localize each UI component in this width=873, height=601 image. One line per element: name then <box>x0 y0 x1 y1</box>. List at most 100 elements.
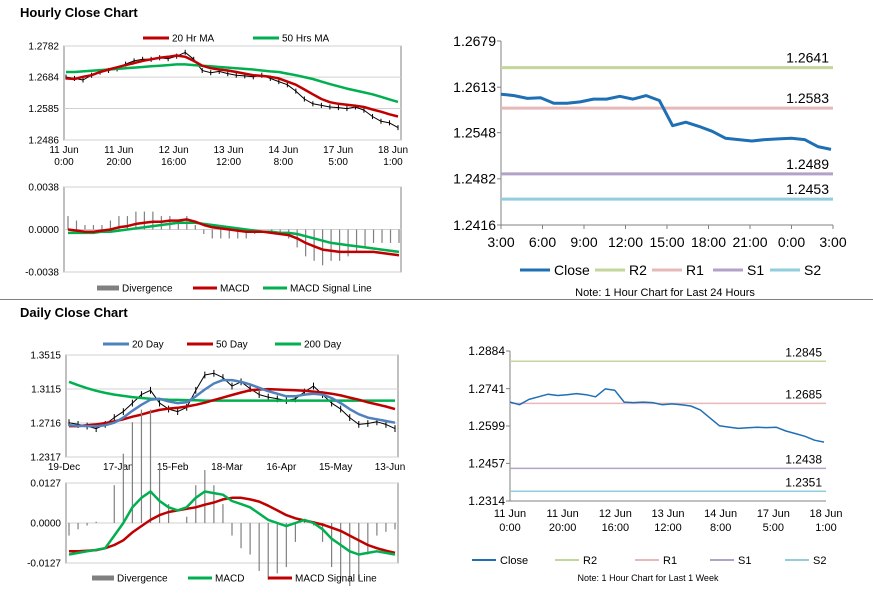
legend-label-divergence: Divergence <box>117 574 168 585</box>
hourly-price-y-tick-label: 1.2782 <box>28 42 59 53</box>
daily-price-x-tick-label: 13-Jun <box>375 462 406 473</box>
daily-levels-y-tick-label: 1.2457 <box>468 457 505 471</box>
daily-price-x-tick-label: 15-Feb <box>157 462 189 473</box>
section-divider <box>0 299 873 300</box>
daily-pivot-levels-chart: 1.2884 1.2741 1.2599 1.2457 1.2314 1.2845 1.26… <box>440 330 873 601</box>
legend-label-200-day: 200 Day <box>304 340 341 351</box>
legend-label-r2: R2 <box>583 555 597 567</box>
daily-levels-x-tick-label: 13 Jun <box>651 508 684 520</box>
legend-label-20-day: 20 Day <box>132 340 164 351</box>
hourly-price-x-tick-label: 12 Jun <box>159 145 189 156</box>
hourly-price-x-tick-label: 1:00 <box>383 157 403 168</box>
daily-levels-y-tick-label: 1.2741 <box>468 382 505 396</box>
daily-macd-y-tick-label: 0.0000 <box>30 519 61 530</box>
daily-levels-note: Note: 1 Hour Chart for Last 1 Week <box>578 573 719 583</box>
legend-label-s2: S2 <box>804 262 821 278</box>
hourly-levels-note: Note: 1 Hour Chart for Last 24 Hours <box>575 287 755 299</box>
daily-macd-chart: 0.0127 0.0000 -0.0127 Divergence MACD MACD Si… <box>0 474 440 601</box>
daily-levels-x-tick-label: 5:00 <box>763 522 784 534</box>
hourly-levels-x-tick-label: 18:00 <box>691 234 726 250</box>
legend-label-s2: S2 <box>813 555 826 567</box>
hourly-levels-close-line <box>501 94 831 149</box>
legend-label-macd: MACD <box>215 574 244 585</box>
daily-price-x-tick-label: 16-Apr <box>266 462 297 473</box>
daily-levels-y-tick-label: 1.2884 <box>468 344 505 358</box>
hourly-price-y-tick-label: 1.2684 <box>28 73 59 84</box>
hourly-levels-level-s1-label: 1.2489 <box>786 156 829 172</box>
legend-label-macd: MACD <box>220 284 249 295</box>
hourly-pivot-levels-chart: 1.2679 1.2613 1.2548 1.2482 1.2416 1.2641 1.25… <box>440 0 873 299</box>
legend-label-s1: S1 <box>738 555 751 567</box>
hourly-price-plot-area <box>64 46 401 140</box>
hourly-price-x-tick-label: 13 Jun <box>213 145 243 156</box>
daily-price-x-tick-label: 19-Dec <box>48 462 80 473</box>
legend-label-r1: R1 <box>663 555 677 567</box>
hourly-20hr-ma-line <box>66 56 398 117</box>
legend-label-close: Close <box>554 262 590 278</box>
daily-macd-y-tick-label: -0.0127 <box>27 559 61 570</box>
hourly-price-x-tick-label: 5:00 <box>328 157 348 168</box>
daily-levels-x-tick-label: 12:00 <box>654 522 682 534</box>
hourly-levels-x-tick-label: 0:00 <box>778 234 805 250</box>
daily-levels-close-line <box>510 389 824 442</box>
hourly-price-y-tick-label: 1.2585 <box>28 104 59 115</box>
legend-label-close: Close <box>500 555 528 567</box>
hourly-macd-chart: 0.0038 0.0000 -0.0038 Divergence MACD MACD Si… <box>0 178 440 298</box>
hourly-levels-y-tick-label: 1.2548 <box>453 125 496 141</box>
hourly-levels-y-tick-label: 1.2416 <box>453 217 496 233</box>
legend-label-divergence: Divergence <box>122 284 173 295</box>
hourly-macd-line <box>68 219 399 255</box>
hourly-levels-x-tick-label: 15:00 <box>649 234 684 250</box>
legend-label-macd-signal-line: MACD Signal Line <box>295 574 377 585</box>
daily-macd-y-tick-label: 0.0127 <box>30 479 61 490</box>
daily-levels-x-tick-label: 20:00 <box>549 522 577 534</box>
hourly-levels-x-tick-label: 3:00 <box>819 234 846 250</box>
hourly-price-x-tick-label: 17 Jun <box>323 145 353 156</box>
daily-price-y-tick-label: 1.3515 <box>30 351 61 362</box>
hourly-price-x-tick-label: 8:00 <box>274 157 294 168</box>
daily-levels-x-tick-label: 0:00 <box>499 522 520 534</box>
daily-price-plot-area <box>66 355 398 457</box>
daily-levels-level-r2-label: 1.2845 <box>785 345 822 359</box>
hourly-price-x-tick-label: 20:00 <box>106 157 131 168</box>
hourly-levels-y-tick-label: 1.2482 <box>453 171 496 187</box>
hourly-price-x-tick-label: 12:00 <box>216 157 241 168</box>
daily-levels-level-s1-label: 1.2438 <box>785 452 822 466</box>
hourly-macd-y-tick-label: 0.0038 <box>28 183 59 194</box>
daily-levels-level-r1-label: 1.2685 <box>785 387 822 401</box>
daily-levels-x-tick-label: 11 Jun <box>547 508 579 520</box>
daily-levels-y-tick-label: 1.2599 <box>468 419 505 433</box>
legend-label-s1: S1 <box>747 262 764 278</box>
hourly-levels-x-tick-label: 9:00 <box>570 234 597 250</box>
hourly-macd-y-tick-label: 0.0000 <box>28 225 59 236</box>
legend-label-50-day: 50 Day <box>216 340 248 351</box>
hourly-levels-x-tick-label: 3:00 <box>487 234 514 250</box>
daily-levels-x-tick-label: 1:00 <box>815 522 836 534</box>
daily-price-y-tick-label: 1.3115 <box>31 385 61 396</box>
daily-levels-level-s2-label: 1.2351 <box>785 475 822 489</box>
daily-levels-x-tick-label: 14 Jun <box>704 508 737 520</box>
daily-price-x-tick-label: 18-Mar <box>211 462 243 473</box>
daily-levels-y-tick-label: 1.2314 <box>468 494 505 508</box>
legend-label-20-hr-ma: 20 Hr MA <box>172 34 215 45</box>
hourly-price-x-tick-label: 11 Jun <box>104 145 133 156</box>
daily-levels-x-tick-label: 18 Jun <box>809 508 842 520</box>
hourly-levels-y-tick-label: 1.2679 <box>453 33 496 49</box>
hourly-levels-x-tick-label: 12:00 <box>608 234 643 250</box>
daily-price-x-tick-label: 17-Jan <box>103 462 134 473</box>
daily-levels-x-tick-label: 12 Jun <box>599 508 632 520</box>
hourly-macd-y-tick-label: -0.0038 <box>25 268 59 279</box>
daily-price-y-tick-label: 1.2716 <box>30 419 61 430</box>
hourly-levels-level-r2-label: 1.2641 <box>786 50 829 66</box>
hourly-price-x-tick-label: 16:00 <box>161 157 186 168</box>
legend-label-50-hrs-ma: 50 Hrs MA <box>282 34 330 45</box>
daily-levels-x-tick-label: 17 Jun <box>757 508 790 520</box>
hourly-levels-level-r1-label: 1.2583 <box>786 90 829 106</box>
hourly-price-x-tick-label: 11 Jun <box>49 145 78 156</box>
daily-section-title: Daily Close Chart <box>20 305 128 320</box>
legend-label-macd-signal-line: MACD Signal Line <box>290 284 372 295</box>
daily-levels-x-tick-label: 8:00 <box>710 522 731 534</box>
hourly-levels-x-tick-label: 6:00 <box>529 234 556 250</box>
